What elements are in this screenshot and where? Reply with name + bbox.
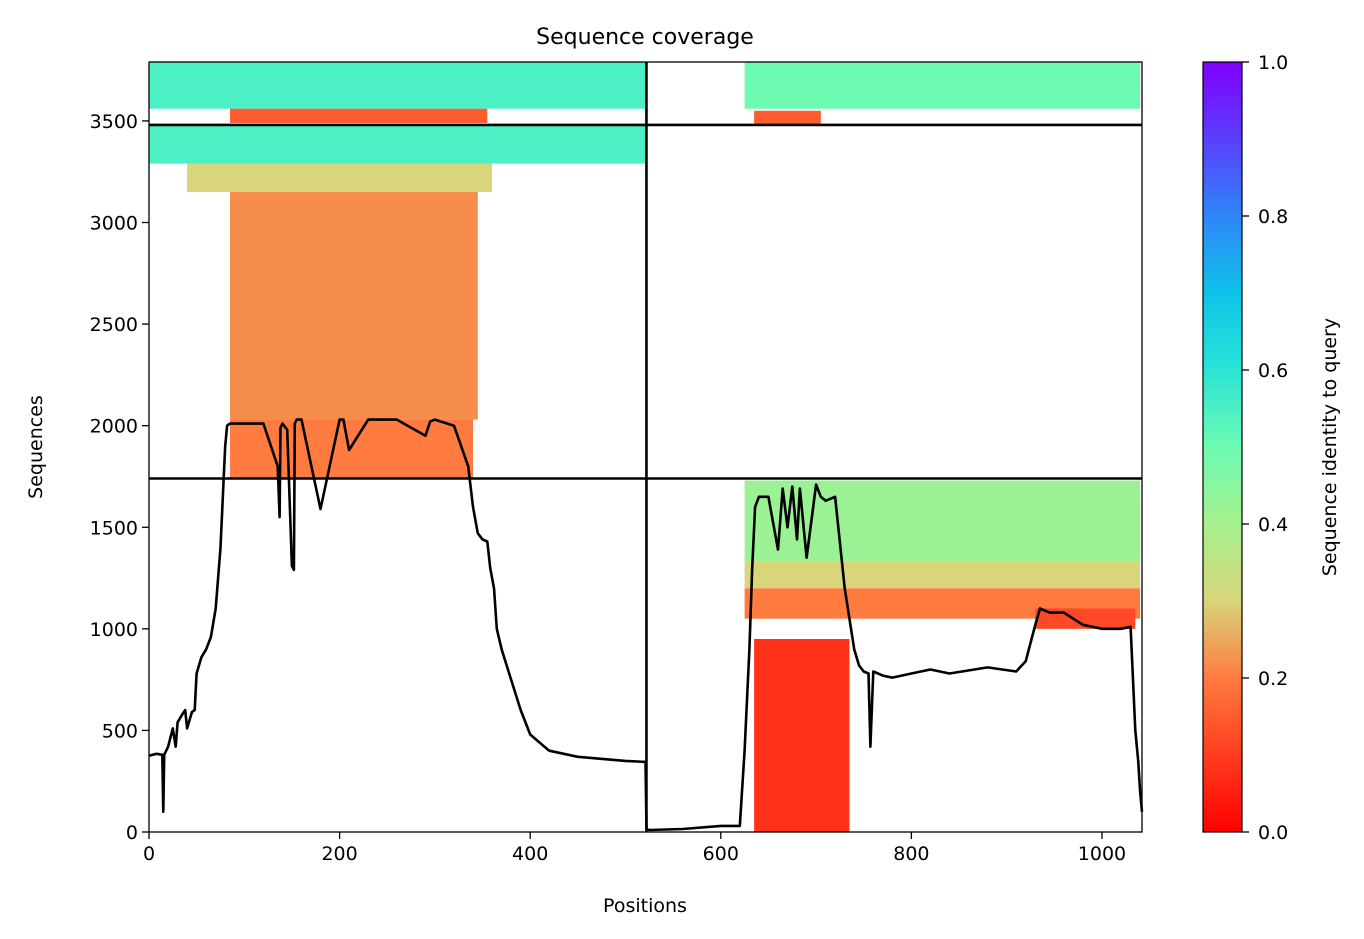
- coverage-block: [230, 419, 474, 479]
- y-tick-label: 3500: [90, 111, 138, 133]
- x-axis-ticks: 0 200 400 600 800 1000: [143, 832, 1126, 865]
- y-tick-label: 500: [102, 720, 138, 742]
- coverage-block: [744, 62, 1141, 109]
- x-tick-label: 200: [321, 843, 357, 865]
- colorbar: 0.0 0.2 0.4 0.6 0.8 1.0 Sequence identity to …: [1202, 52, 1341, 844]
- colorbar-tick-label: 0.4: [1258, 514, 1288, 536]
- coverage-block: [744, 561, 1141, 589]
- colorbar-label: Sequence identity to query: [1319, 318, 1341, 576]
- y-tick-label: 1000: [90, 619, 138, 641]
- x-tick-label: 1000: [1078, 843, 1126, 865]
- colorbar-tick-label: 0.6: [1258, 360, 1288, 382]
- x-axis-label: Positions: [603, 895, 687, 917]
- plot-frame: [148, 61, 1143, 833]
- y-tick-label: 3000: [90, 213, 138, 235]
- colorbar-tick-label: 0.0: [1258, 822, 1288, 844]
- y-tick-label: 1500: [90, 517, 138, 539]
- coverage-block: [754, 638, 850, 832]
- colorbar-ticks: 0.0 0.2 0.4 0.6 0.8 1.0: [1242, 52, 1288, 844]
- coverage-block: [754, 110, 821, 125]
- y-axis-ticks: 0 500 1000 1500 2000 2500 3000 3500: [90, 111, 149, 844]
- x-tick-label: 600: [703, 843, 739, 865]
- coverage-blocks: [149, 62, 1141, 832]
- coverage-block: [230, 192, 478, 420]
- colorbar-tick-label: 0.8: [1258, 206, 1288, 228]
- y-tick-label: 2000: [90, 416, 138, 438]
- colorbar-gradient: [1202, 61, 1243, 833]
- colorbar-tick-label: 0.2: [1258, 668, 1288, 690]
- coverage-block: [149, 124, 647, 164]
- plot-area: [148, 61, 1144, 833]
- colorbar-tick-label: 1.0: [1258, 52, 1288, 74]
- coverage-block: [149, 62, 647, 109]
- y-tick-label: 2500: [90, 314, 138, 336]
- chart-title: Sequence coverage: [536, 25, 754, 50]
- y-axis-label: Sequences: [25, 395, 47, 499]
- x-tick-label: 400: [512, 843, 548, 865]
- coverage-line: [148, 418, 1144, 832]
- y-tick-label: 0: [126, 822, 138, 844]
- x-tick-label: 0: [143, 843, 155, 865]
- coverage-block: [187, 163, 493, 193]
- coverage-block: [230, 108, 488, 123]
- x-tick-label: 800: [893, 843, 929, 865]
